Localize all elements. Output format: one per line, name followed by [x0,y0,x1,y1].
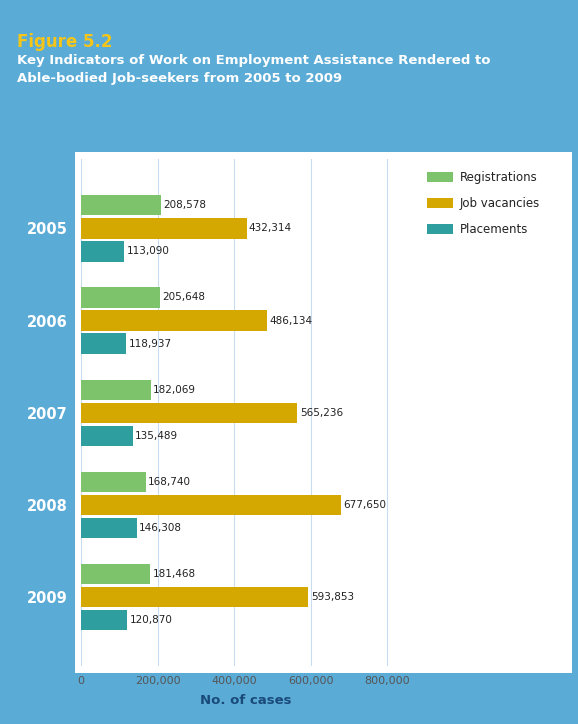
Text: 118,937: 118,937 [129,339,172,348]
Text: Figure 5.2: Figure 5.2 [17,33,113,51]
Text: 146,308: 146,308 [139,523,182,533]
Text: 182,069: 182,069 [153,384,196,395]
Text: 432,314: 432,314 [249,224,292,233]
Bar [81,334,127,354]
Bar [81,311,267,331]
Bar [81,518,137,538]
Bar [81,379,151,400]
Legend: Registrations, Job vacancies, Placements: Registrations, Job vacancies, Placements [422,167,544,241]
Bar [81,426,133,446]
Text: 565,236: 565,236 [300,408,343,418]
Text: Key Indicators of Work on Employment Assistance Rendered to: Key Indicators of Work on Employment Ass… [17,54,491,67]
Text: 113,090: 113,090 [127,246,169,256]
X-axis label: No. of cases: No. of cases [200,694,291,707]
Text: 486,134: 486,134 [269,316,313,326]
Text: 208,578: 208,578 [163,201,206,211]
Text: 135,489: 135,489 [135,431,178,441]
Bar [81,218,247,238]
Text: Able-bodied Job-seekers from 2005 to 2009: Able-bodied Job-seekers from 2005 to 200… [17,72,342,85]
Text: 120,870: 120,870 [129,615,172,625]
Text: 181,468: 181,468 [153,569,196,579]
Text: 168,740: 168,740 [148,477,191,487]
Bar [81,403,298,423]
Bar [81,494,340,515]
Text: 677,650: 677,650 [343,500,386,510]
Bar [81,287,160,308]
Text: 593,853: 593,853 [311,592,354,602]
Text: 205,648: 205,648 [162,292,205,303]
Bar [81,610,127,630]
Bar [81,241,124,261]
Bar [81,471,146,492]
Bar [81,587,309,607]
Bar [81,195,161,216]
Bar [81,564,150,584]
